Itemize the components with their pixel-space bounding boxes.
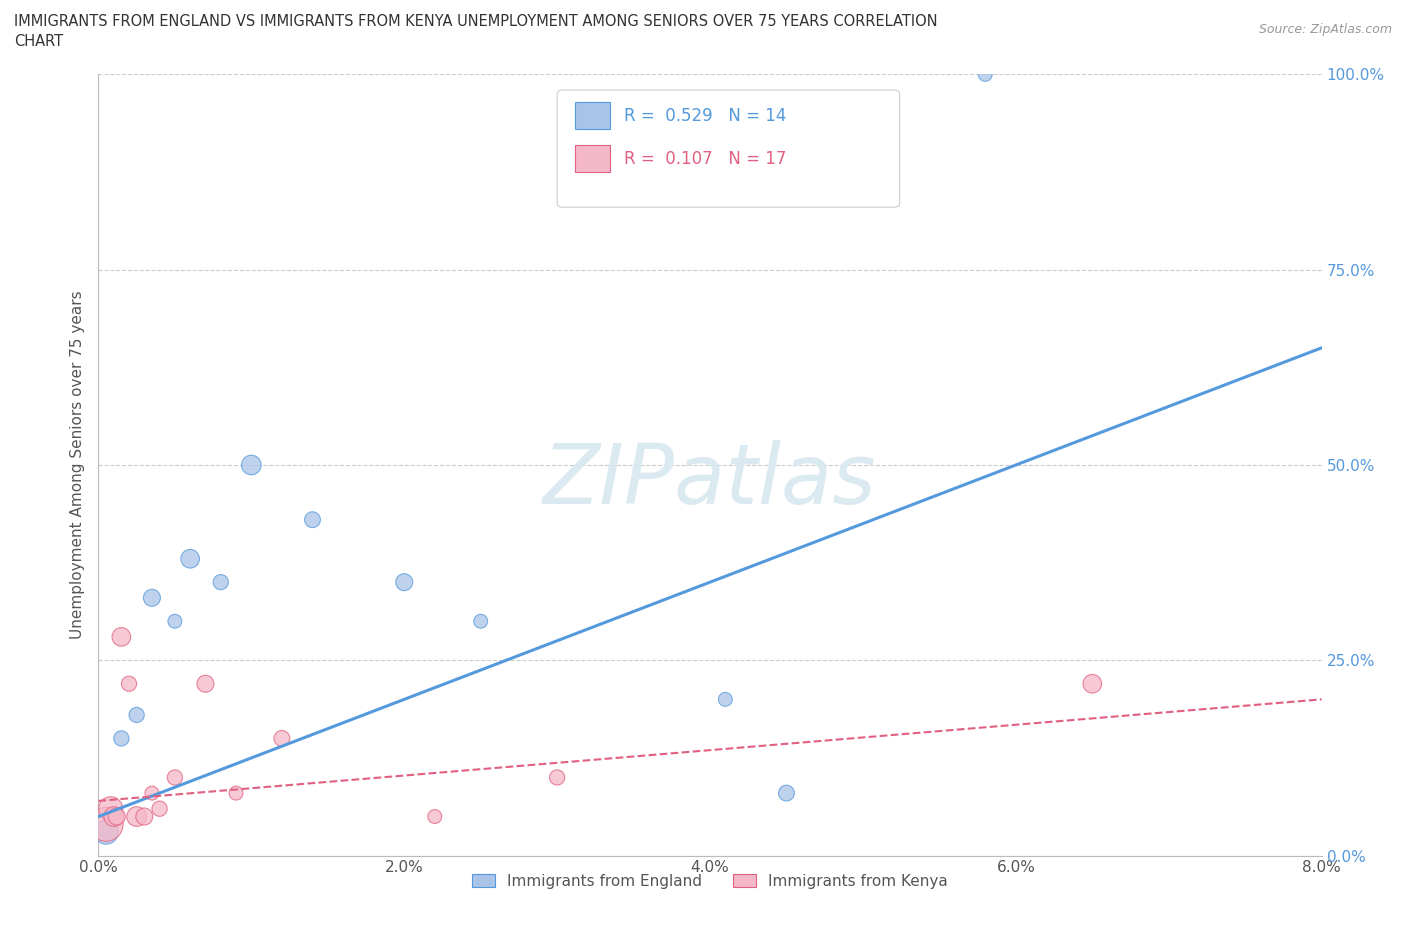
Point: [110, 731, 132, 746]
FancyBboxPatch shape: [557, 90, 900, 207]
Point: [118, 676, 141, 691]
Point: [125, 708, 148, 723]
Point: [163, 770, 186, 785]
Point: [125, 809, 148, 824]
Legend: Immigrants from England, Immigrants from Kenya: Immigrants from England, Immigrants from…: [467, 868, 953, 895]
Point: [470, 614, 492, 629]
Point: [392, 575, 416, 590]
Point: [94, 825, 117, 840]
Point: [546, 770, 568, 785]
Text: IMMIGRANTS FROM ENGLAND VS IMMIGRANTS FROM KENYA UNEMPLOYMENT AMONG SENIORS OVER: IMMIGRANTS FROM ENGLAND VS IMMIGRANTS FR…: [14, 14, 938, 29]
Point: [105, 809, 128, 824]
Text: R =  0.107   N = 17: R = 0.107 N = 17: [624, 150, 787, 167]
Point: [270, 731, 294, 746]
Point: [423, 809, 446, 824]
Point: [301, 512, 323, 527]
Y-axis label: Unemployment Among Seniors over 75 years: Unemployment Among Seniors over 75 years: [69, 291, 84, 639]
Point: [209, 575, 232, 590]
Point: [163, 614, 186, 629]
Point: [103, 809, 125, 824]
Point: [714, 692, 737, 707]
Text: ZIPatlas: ZIPatlas: [543, 440, 877, 521]
Point: [1081, 676, 1104, 691]
Point: [100, 802, 122, 817]
Text: Source: ZipAtlas.com: Source: ZipAtlas.com: [1258, 23, 1392, 36]
Point: [134, 809, 156, 824]
Point: [974, 67, 997, 82]
Point: [110, 630, 132, 644]
Point: [194, 676, 217, 691]
Point: [141, 591, 163, 605]
Point: [149, 802, 172, 817]
Text: R =  0.529   N = 14: R = 0.529 N = 14: [624, 107, 787, 125]
Point: [240, 458, 263, 472]
Text: CHART: CHART: [14, 34, 63, 49]
Point: [775, 786, 797, 801]
Bar: [575, 145, 610, 172]
Point: [141, 786, 163, 801]
Point: [225, 786, 247, 801]
Point: [179, 551, 201, 566]
Bar: [575, 101, 610, 129]
Point: [94, 817, 117, 831]
